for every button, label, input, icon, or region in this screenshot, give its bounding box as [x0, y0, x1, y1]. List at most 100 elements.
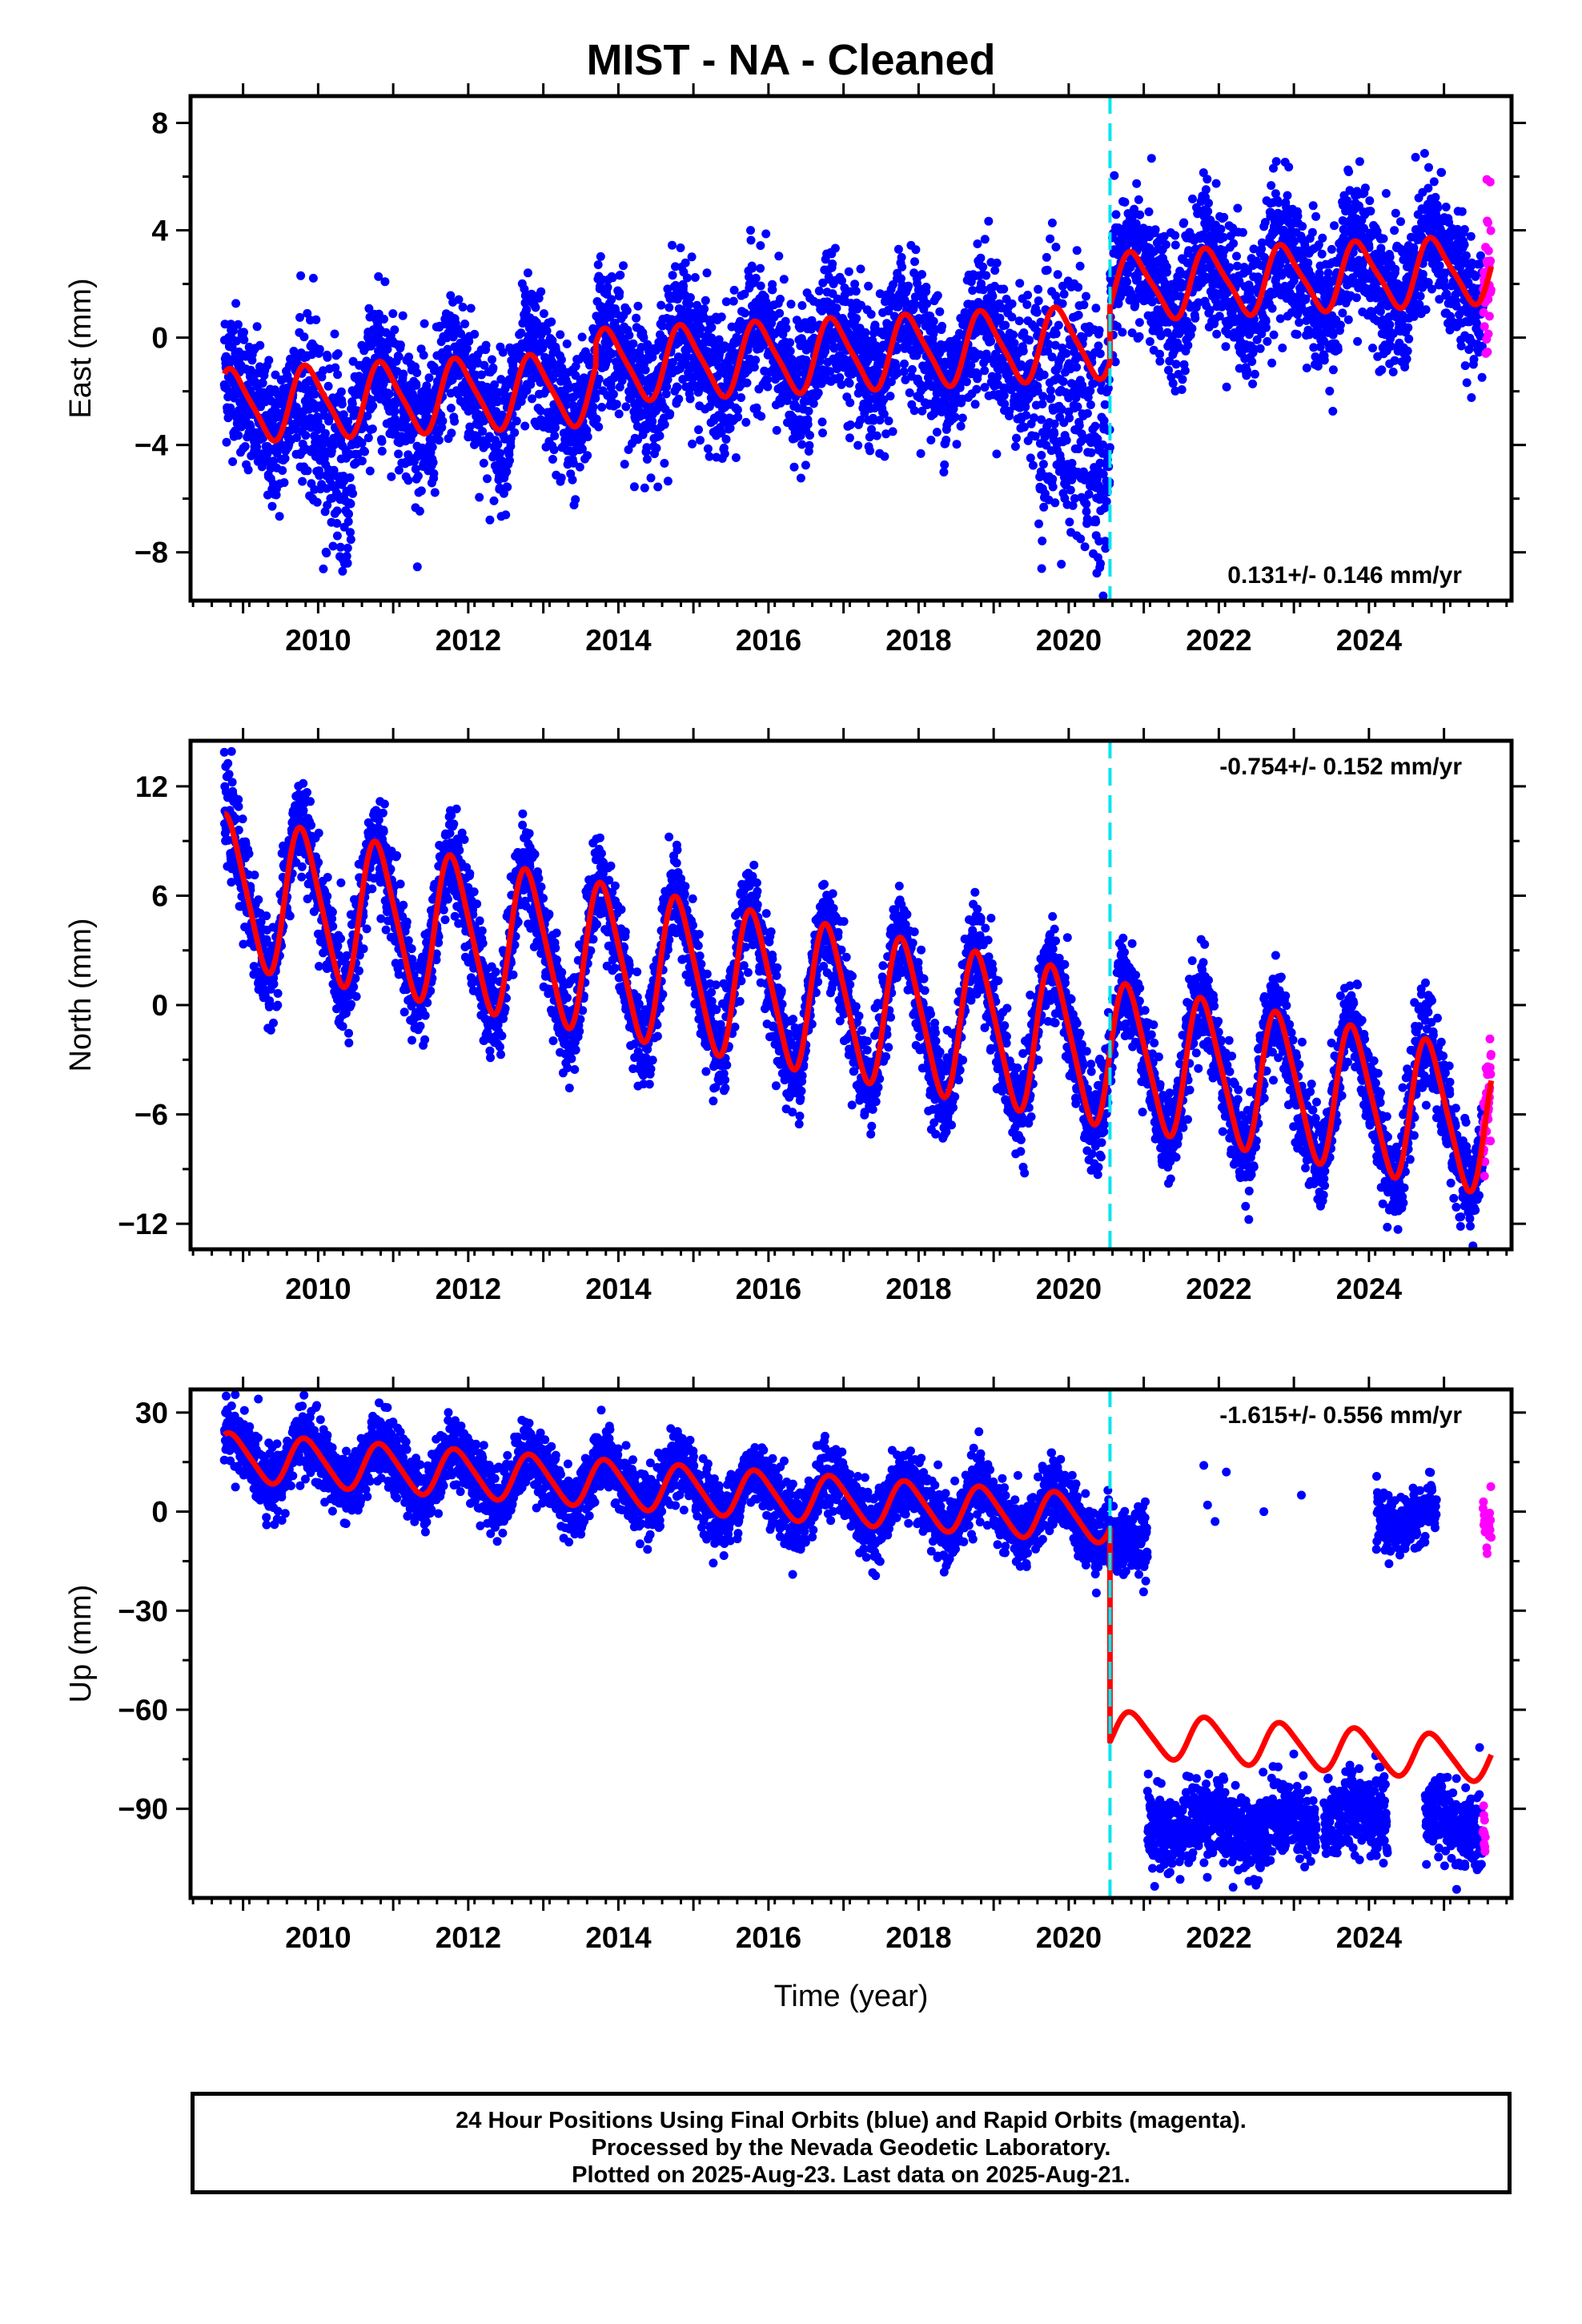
final-orbit-point	[332, 489, 341, 498]
final-orbit-point	[428, 442, 437, 452]
final-orbit-point	[269, 456, 279, 466]
final-orbit-point	[1247, 357, 1257, 366]
final-orbit-point	[660, 420, 669, 429]
final-orbit-point	[1099, 416, 1109, 425]
final-orbit-point	[222, 437, 231, 447]
final-orbit-point	[950, 412, 960, 422]
final-orbit-point	[536, 287, 546, 296]
final-orbit-point	[729, 285, 739, 295]
final-orbit-point	[1303, 258, 1313, 267]
final-orbit-point	[1023, 291, 1033, 300]
final-orbit-point	[522, 305, 532, 315]
final-orbit-point	[562, 339, 572, 348]
final-orbit-point	[982, 271, 991, 280]
final-orbit-point	[861, 328, 870, 337]
final-orbit-point	[243, 465, 253, 475]
final-orbit-point	[336, 387, 346, 396]
final-orbit-point	[415, 506, 424, 516]
final-orbit-point	[665, 409, 675, 418]
final-orbit-point	[772, 425, 781, 435]
final-orbit-point	[1042, 252, 1051, 262]
final-orbit-point	[763, 382, 773, 392]
final-orbit-point	[593, 260, 603, 270]
final-orbit-point	[1201, 185, 1211, 195]
final-orbit-point	[1319, 356, 1329, 365]
final-orbit-point	[582, 425, 592, 435]
final-orbit-point	[588, 402, 598, 412]
final-orbit-point	[1203, 207, 1213, 216]
final-orbit-point	[1120, 198, 1130, 207]
final-orbit-point	[556, 355, 566, 364]
final-orbit-point	[505, 456, 514, 465]
final-orbit-point	[1034, 296, 1043, 306]
final-orbit-point	[1048, 482, 1058, 492]
final-orbit-point	[577, 444, 587, 454]
final-orbit-point	[1046, 234, 1055, 243]
final-orbit-point	[332, 519, 342, 528]
final-orbit-point	[571, 495, 580, 505]
final-orbit-point	[685, 293, 695, 302]
final-orbit-point	[608, 389, 618, 399]
final-orbit-point	[818, 428, 827, 438]
final-orbit-point	[1328, 407, 1338, 416]
final-orbit-point	[907, 364, 917, 374]
final-orbit-point	[1054, 320, 1063, 330]
final-orbit-point	[1170, 231, 1180, 240]
final-orbit-point	[606, 383, 616, 392]
final-orbit-point	[1037, 564, 1046, 573]
final-orbit-point	[343, 517, 353, 526]
final-orbit-point	[301, 431, 311, 440]
final-orbit-point	[342, 552, 351, 561]
final-orbit-point	[700, 304, 709, 314]
final-orbit-point	[404, 476, 413, 485]
final-orbit-point	[845, 420, 855, 429]
final-orbit-point	[428, 458, 438, 467]
final-orbit-point	[1146, 154, 1156, 163]
final-orbit-point	[940, 460, 950, 469]
final-orbit-point	[756, 281, 765, 291]
final-orbit-point	[942, 436, 951, 444]
final-orbit-point	[448, 375, 457, 384]
final-orbit-point	[583, 432, 592, 441]
final-orbit-point	[741, 417, 751, 427]
final-orbit-point	[1030, 432, 1040, 441]
final-orbit-point	[506, 441, 516, 451]
final-orbit-point	[380, 277, 390, 287]
final-orbit-point	[1135, 210, 1145, 219]
final-orbit-point	[607, 295, 616, 304]
final-orbit-point	[656, 300, 666, 310]
final-orbit-point	[1050, 498, 1060, 508]
final-orbit-point	[1062, 436, 1071, 445]
final-orbit-point	[591, 388, 600, 398]
final-orbit-point	[460, 320, 470, 328]
final-orbit-point	[992, 449, 1002, 459]
final-orbit-point	[1037, 415, 1046, 424]
final-orbit-point	[746, 235, 756, 245]
final-orbit-point	[557, 363, 567, 372]
final-orbit-point	[1219, 212, 1229, 222]
final-orbit-point	[796, 473, 805, 483]
final-orbit-point	[592, 414, 601, 424]
final-orbit-point	[976, 253, 986, 263]
final-orbit-point	[653, 482, 663, 492]
final-orbit-point	[447, 428, 456, 438]
final-orbit-point	[228, 457, 238, 466]
final-orbit-point	[298, 476, 307, 486]
final-orbit-point	[740, 308, 749, 318]
final-orbit-point	[446, 291, 456, 300]
final-orbit-point	[539, 309, 548, 319]
final-orbit-point	[1082, 292, 1090, 301]
final-orbit-point	[1179, 218, 1189, 227]
final-orbit-point	[585, 360, 594, 370]
final-orbit-point	[830, 243, 840, 253]
final-orbit-point	[1072, 363, 1082, 372]
final-orbit-point	[542, 326, 552, 336]
final-orbit-point	[865, 446, 875, 456]
final-orbit-point	[597, 403, 607, 412]
final-orbit-point	[832, 304, 841, 313]
final-orbit-point	[496, 375, 506, 384]
final-orbit-point	[523, 268, 532, 278]
final-orbit-point	[980, 235, 990, 244]
final-orbit-point	[720, 449, 729, 459]
final-orbit-point	[1014, 316, 1024, 326]
